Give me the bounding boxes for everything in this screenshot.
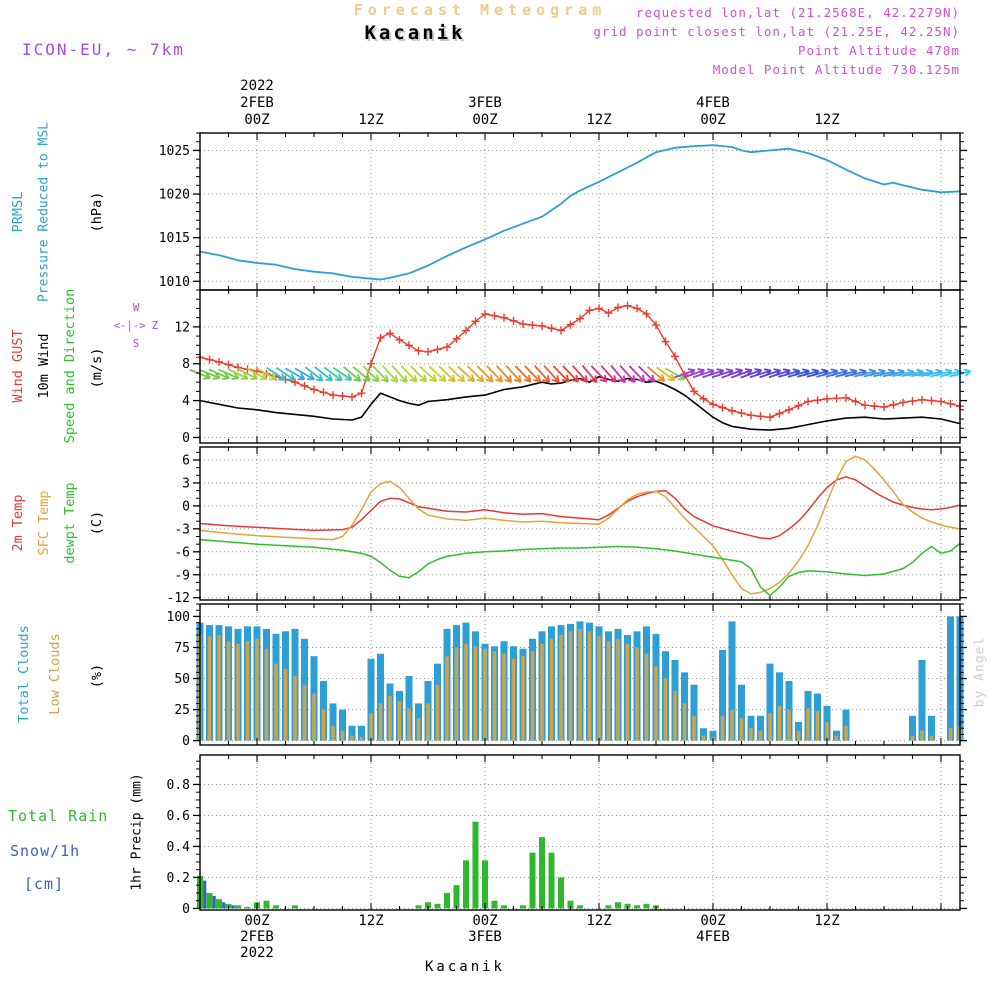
svg-text:6: 6 xyxy=(182,454,190,469)
precip-rain-label: Total Rain xyxy=(8,807,109,825)
svg-text:3FEB: 3FEB xyxy=(468,95,502,111)
info-line-model-altitude: Model Point Altitude 730.125m xyxy=(712,62,960,77)
svg-text:1010: 1010 xyxy=(159,275,190,290)
svg-text:00Z: 00Z xyxy=(472,112,497,128)
svg-text:0: 0 xyxy=(182,431,190,446)
request-info-block: requested lon,lat (21.2568E, 42.2279N) g… xyxy=(593,3,960,79)
forecast-title: Forecast Meteogram xyxy=(353,1,607,19)
svg-text:12Z: 12Z xyxy=(358,112,383,128)
svg-text:2FEB: 2FEB xyxy=(240,95,274,111)
svg-text:2FEB: 2FEB xyxy=(240,929,274,945)
svg-text:12Z: 12Z xyxy=(586,112,611,128)
svg-text:50: 50 xyxy=(174,672,190,687)
panel-clouds: 0 25 50 75 100 xyxy=(167,603,967,749)
svg-text:-3: -3 xyxy=(174,522,190,537)
wind-compass-legend: W <-|-> Z S xyxy=(106,300,166,354)
compass-bottom-label: S xyxy=(132,337,140,350)
panel-wind: 0 4 8 12 xyxy=(174,289,972,446)
panel-temp: -12 -9 -6 -3 0 3 6 xyxy=(167,446,967,606)
svg-text:12Z: 12Z xyxy=(814,913,839,929)
svg-text:0.8: 0.8 xyxy=(167,778,190,793)
svg-text:75: 75 xyxy=(174,641,190,656)
svg-text:0: 0 xyxy=(182,734,190,749)
info-line-requested: requested lon,lat (21.2568E, 42.2279N) xyxy=(636,5,960,20)
svg-text:100: 100 xyxy=(167,610,190,625)
model-resolution-label: ICON-EU, ~ 7km xyxy=(22,40,185,59)
svg-text:0: 0 xyxy=(182,902,190,917)
svg-text:-6: -6 xyxy=(174,545,190,560)
info-line-gridpoint: grid point closest lon,lat (21.25E, 42.2… xyxy=(593,24,960,39)
precip-snow-label: Snow/1h xyxy=(10,842,81,860)
svg-text:3FEB: 3FEB xyxy=(468,929,502,945)
station-title: Kacanik xyxy=(364,22,466,44)
svg-text:-9: -9 xyxy=(174,568,190,583)
svg-text:0: 0 xyxy=(182,499,190,514)
svg-text:12Z: 12Z xyxy=(814,112,839,128)
svg-text:4: 4 xyxy=(182,394,190,409)
svg-text:00Z: 00Z xyxy=(700,112,725,128)
svg-text:0.4: 0.4 xyxy=(167,840,191,855)
panel-precip: 0 0.2 0.4 0.6 0.8 xyxy=(167,754,967,917)
svg-text:12: 12 xyxy=(174,320,190,335)
compass-axis-label: <-|-> Z xyxy=(113,319,159,332)
panel-pressure: 1010 1015 1020 1025 xyxy=(159,132,967,291)
svg-text:0.6: 0.6 xyxy=(167,809,190,824)
svg-text:00Z: 00Z xyxy=(244,913,269,929)
svg-text:25: 25 xyxy=(174,703,190,718)
svg-text:8: 8 xyxy=(182,357,190,372)
svg-text:1015: 1015 xyxy=(159,231,190,246)
svg-text:00Z: 00Z xyxy=(700,913,725,929)
svg-text:12Z: 12Z xyxy=(358,913,383,929)
svg-text:4FEB: 4FEB xyxy=(696,929,730,945)
svg-text:1025: 1025 xyxy=(159,144,190,159)
info-line-altitude: Point Altitude 478m xyxy=(798,43,960,58)
time-axis-labels: 00Z2FEB202200Z2FEB202212Z12Z00Z3FEB00Z3F… xyxy=(240,78,840,975)
svg-text:0.2: 0.2 xyxy=(167,871,190,886)
svg-text:4FEB: 4FEB xyxy=(696,95,730,111)
svg-text:Kacanik: Kacanik xyxy=(425,959,505,975)
compass-top-label: W xyxy=(132,302,140,314)
precip-cm-label: [cm] xyxy=(24,875,65,893)
svg-text:12Z: 12Z xyxy=(586,913,611,929)
svg-text:2022: 2022 xyxy=(240,78,274,94)
svg-text:2022: 2022 xyxy=(240,945,274,961)
svg-text:1020: 1020 xyxy=(159,188,190,203)
svg-text:-12: -12 xyxy=(167,591,190,606)
svg-text:3: 3 xyxy=(182,476,190,491)
svg-text:00Z: 00Z xyxy=(244,112,269,128)
svg-text:00Z: 00Z xyxy=(472,913,497,929)
